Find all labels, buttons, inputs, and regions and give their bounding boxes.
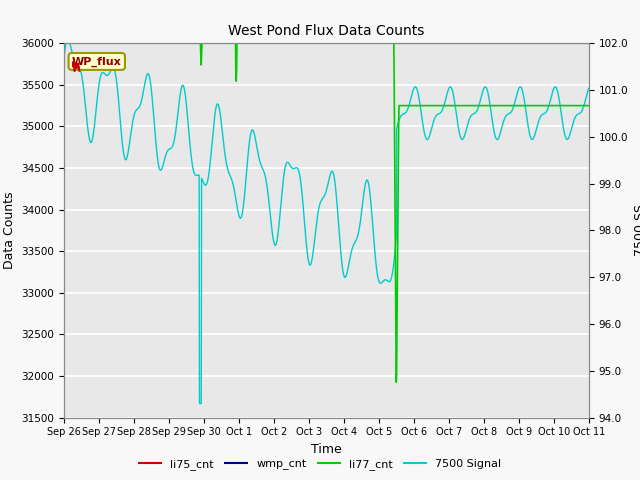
Text: WP_flux: WP_flux	[72, 56, 122, 67]
X-axis label: Time: Time	[311, 443, 342, 456]
Y-axis label: 7500 SS: 7500 SS	[634, 204, 640, 256]
Y-axis label: Data Counts: Data Counts	[3, 192, 16, 269]
Title: West Pond Flux Data Counts: West Pond Flux Data Counts	[228, 24, 424, 38]
Legend: li75_cnt, wmp_cnt, li77_cnt, 7500 Signal: li75_cnt, wmp_cnt, li77_cnt, 7500 Signal	[135, 455, 505, 474]
